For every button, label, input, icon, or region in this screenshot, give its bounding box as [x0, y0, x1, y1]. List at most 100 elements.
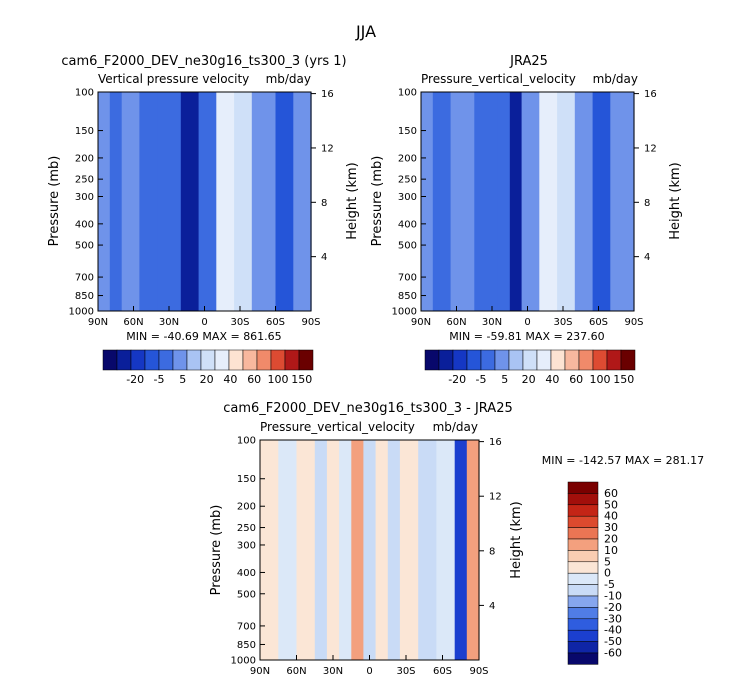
- colorbar-box: [494, 349, 510, 371]
- colorbar-box: [567, 538, 599, 551]
- panel-diff-subtitle-left: Pressure_vertical_velocity: [260, 420, 415, 434]
- colorbar-box: [567, 595, 599, 608]
- x-tick-label: 0: [201, 317, 207, 328]
- x-tick-label: 0: [524, 317, 530, 328]
- y-tick-label: 500: [75, 241, 94, 252]
- y-tick-label: 200: [398, 153, 417, 164]
- x-tick-label: 90N: [250, 666, 270, 677]
- panel-diff: cam6_F2000_DEV_ne30g16_ts300_3 - JRA25 P…: [209, 401, 704, 677]
- panel-obs-contour-field: [421, 92, 635, 311]
- contour-band: [121, 92, 140, 311]
- y-tick-label: 500: [237, 589, 256, 600]
- panel-obs-ylabel: Pressure (mb): [370, 156, 385, 247]
- y-right-tick-label: 4: [321, 252, 327, 263]
- y-tick-label: 700: [237, 621, 256, 632]
- y-tick-label: 100: [237, 436, 256, 447]
- panel-obs-title: JRA25: [509, 54, 548, 69]
- panel-model-colorbar: -20 -5 5 20 40 60 100 150: [102, 349, 314, 386]
- x-tick-label: 60S: [266, 317, 285, 328]
- x-tick-label: 60N: [123, 317, 143, 328]
- contour-band: [450, 92, 475, 311]
- colorbar-box: [567, 504, 599, 517]
- contour-band: [497, 92, 511, 311]
- x-tick-label: 60S: [433, 666, 452, 677]
- x-tick-label: 30N: [159, 317, 179, 328]
- colorbar-box: [158, 349, 174, 371]
- colorbar-label: 60: [604, 487, 618, 500]
- contour-band: [314, 440, 328, 660]
- colorbar-box: [452, 349, 468, 371]
- contour-band: [109, 92, 123, 311]
- y-tick-label: 400: [237, 568, 256, 579]
- colorbar-box: [298, 349, 314, 371]
- colorbar-box: [256, 349, 272, 371]
- y-right-tick-label: 12: [644, 143, 657, 154]
- y-tick-label: 100: [398, 88, 417, 99]
- colorbar-box: [592, 349, 608, 371]
- y-tick-label: 700: [75, 273, 94, 284]
- panel-model-title: cam6_F2000_DEV_ne30g16_ts300_3 (yrs 1): [61, 54, 346, 69]
- panel-obs-subtitle-right: mb/day: [593, 72, 638, 86]
- colorbar-label: 5: [604, 555, 611, 568]
- colorbar-box: [242, 349, 258, 371]
- colorbar-label: -20: [126, 373, 144, 386]
- colorbar-box: [270, 349, 286, 371]
- colorbar-box: [567, 652, 599, 665]
- colorbar-box: [567, 618, 599, 631]
- colorbar-label: -5: [476, 373, 487, 386]
- colorbar-label: 5: [179, 373, 186, 386]
- y-right-tick-label: 16: [321, 89, 334, 100]
- colorbar-box: [480, 349, 496, 371]
- colorbar-box: [116, 349, 132, 371]
- contour-band: [421, 92, 434, 311]
- x-tick-label: 30N: [323, 666, 343, 677]
- y-tick-label: 250: [237, 523, 256, 534]
- panel-obs-axes: 90N 60N 30N 0 30S 60S 90S 100 150 200 250 300 400 500…: [392, 88, 657, 329]
- colorbar-label: 0: [604, 567, 611, 580]
- x-tick-label: 90S: [469, 666, 488, 677]
- y-tick-label: 400: [398, 219, 417, 230]
- colorbar-box: [567, 493, 599, 506]
- y-right-tick-label: 8: [644, 198, 650, 209]
- contour-band: [592, 92, 611, 311]
- y-right-tick-label: 8: [321, 198, 327, 209]
- contour-band: [557, 92, 576, 311]
- panel-obs-stats: MIN = -59.81 MAX = 237.60: [449, 330, 604, 343]
- colorbar-box: [567, 572, 599, 585]
- y-tick-label: 300: [75, 192, 94, 203]
- contour-band: [539, 92, 558, 311]
- contour-band: [157, 92, 182, 311]
- y-tick-label: 300: [398, 192, 417, 203]
- colorbar-label: 5: [501, 373, 508, 386]
- contour-band: [418, 440, 438, 660]
- panel-model-stats: MIN = -40.69 MAX = 861.65: [126, 330, 281, 343]
- colorbar-label: 100: [268, 373, 289, 386]
- panel-diff-ylabel: Pressure (mb): [209, 505, 224, 596]
- y-tick-label: 1000: [392, 307, 417, 318]
- figure-title: JJA: [355, 22, 376, 41]
- panel-obs-colorbar: -20 -5 5 20 40 60 100 150: [424, 349, 636, 386]
- colorbar-box: [536, 349, 552, 371]
- colorbar-box: [567, 584, 599, 597]
- colorbar-box: [567, 607, 599, 620]
- x-tick-label: 90N: [88, 317, 108, 328]
- contour-band: [139, 92, 158, 311]
- colorbar-box: [214, 349, 230, 371]
- colorbar-box: [606, 349, 622, 371]
- y-tick-label: 150: [75, 126, 94, 137]
- y-tick-label: 500: [398, 241, 417, 252]
- contour-band: [251, 92, 277, 311]
- y-tick-label: 100: [75, 88, 94, 99]
- panel-model-contour-field: [98, 92, 312, 311]
- panel-model: cam6_F2000_DEV_ne30g16_ts300_3 (yrs 1) V…: [47, 54, 360, 386]
- y-tick-label: 1000: [69, 307, 94, 318]
- colorbar-box: [144, 349, 160, 371]
- colorbar-label: 30: [604, 521, 618, 534]
- contour-band: [387, 440, 401, 660]
- contour-band: [375, 440, 389, 660]
- x-tick-label: 30S: [230, 317, 249, 328]
- colorbar-box: [438, 349, 454, 371]
- panel-diff-stats: MIN = -142.57 MAX = 281.17: [542, 454, 704, 467]
